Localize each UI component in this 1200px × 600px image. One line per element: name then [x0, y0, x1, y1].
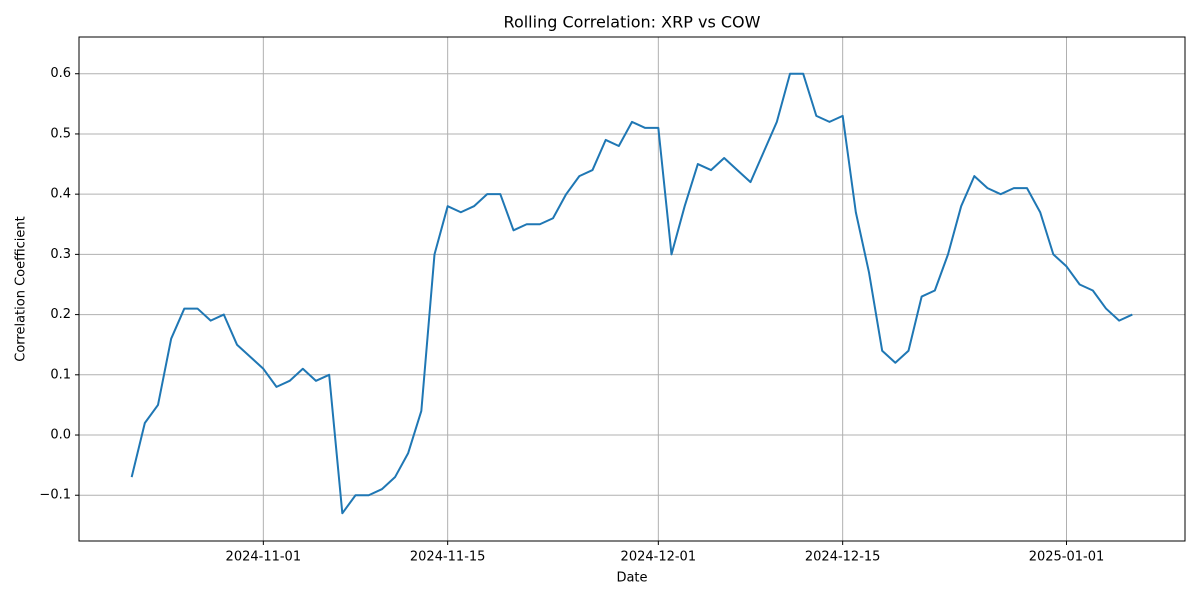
y-tick-label: 0.2 — [50, 307, 71, 322]
y-tick-label: 0.5 — [50, 126, 71, 141]
x-tick-label: 2024-11-01 — [226, 550, 302, 565]
x-tick-label: 2024-12-15 — [805, 550, 881, 565]
x-tick-label: 2024-11-15 — [410, 550, 486, 565]
x-tick-label: 2024-12-01 — [621, 550, 697, 565]
y-axis-label: Correlation Coefficient — [14, 216, 29, 362]
chart-title: Rolling Correlation: XRP vs COW — [504, 13, 761, 32]
y-tick-label: −0.1 — [39, 488, 71, 503]
y-tick-label: 0.6 — [50, 66, 71, 81]
plot-frame — [78, 36, 1186, 542]
y-tick-label: 0.4 — [50, 187, 71, 202]
x-axis-label: Date — [616, 571, 647, 586]
data-line — [130, 72, 1133, 515]
y-tick-label: 0.1 — [50, 367, 71, 382]
x-tick-label: 2025-01-01 — [1029, 550, 1105, 565]
y-tick-label: 0.3 — [50, 247, 71, 262]
y-tick-label: 0.0 — [50, 428, 71, 443]
